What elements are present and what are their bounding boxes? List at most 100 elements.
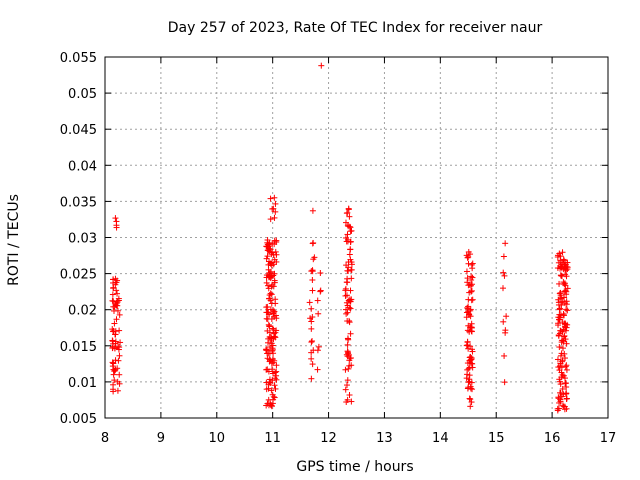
x-tick-label: 11 <box>264 431 281 446</box>
data-point <box>466 395 473 402</box>
y-tick-label: 0.055 <box>60 51 97 66</box>
data-point <box>467 282 474 289</box>
data-point <box>308 355 315 362</box>
data-point <box>344 341 351 348</box>
data-point <box>317 288 324 295</box>
data-point <box>561 264 568 271</box>
data-point <box>265 247 272 254</box>
data-point <box>315 310 322 317</box>
data-point <box>466 372 473 379</box>
x-tick-label: 17 <box>600 431 617 446</box>
data-point <box>559 357 566 364</box>
data-point <box>265 295 272 302</box>
data-point <box>555 364 562 371</box>
data-point <box>466 376 473 383</box>
data-point <box>556 399 563 406</box>
data-point <box>267 274 274 281</box>
data-point <box>500 318 507 325</box>
data-point <box>269 346 276 353</box>
x-tick-label: 16 <box>544 431 561 446</box>
y-axis-label: ROTI / TECUs <box>6 194 22 286</box>
data-point <box>270 393 277 400</box>
data-point <box>500 269 507 276</box>
data-point <box>343 351 350 358</box>
data-point <box>269 325 276 332</box>
data-point <box>469 386 476 393</box>
data-point <box>270 309 277 316</box>
x-tick-label: 14 <box>432 431 449 446</box>
data-point <box>344 396 351 403</box>
data-point <box>348 362 355 369</box>
data-point <box>110 371 117 378</box>
data-point <box>563 395 570 402</box>
data-point <box>463 342 470 349</box>
data-point <box>559 249 566 256</box>
data-point <box>114 307 121 314</box>
data-point <box>468 399 475 406</box>
data-point <box>465 248 472 255</box>
data-point <box>344 302 351 309</box>
data-point <box>467 313 474 320</box>
data-point <box>272 208 279 215</box>
y-tick-label: 0.04 <box>68 159 97 174</box>
data-point <box>266 243 273 250</box>
data-point <box>317 270 324 277</box>
data-point <box>273 368 280 375</box>
data-point <box>467 324 474 331</box>
data-point <box>467 403 474 410</box>
data-point <box>272 248 279 255</box>
data-point <box>267 195 274 202</box>
data-point <box>463 375 470 382</box>
data-point <box>556 311 563 318</box>
y-tick-labels: 0.005 0.01 0.015 0.02 0.025 0.03 0.035 0.04 0.04… <box>60 51 97 427</box>
data-point <box>113 302 120 309</box>
data-point <box>348 266 355 273</box>
data-point <box>499 285 506 292</box>
x-tick-label: 9 <box>157 431 165 446</box>
data-point <box>114 387 121 394</box>
data-point <box>273 315 280 322</box>
data-point <box>114 290 121 297</box>
data-point <box>113 316 120 323</box>
axis-ticks <box>104 56 609 419</box>
y-tick-label: 0.03 <box>68 232 97 247</box>
data-point <box>343 262 350 269</box>
data-point <box>271 214 278 221</box>
data-point <box>558 272 565 279</box>
data-point <box>309 267 316 274</box>
data-point <box>268 283 275 290</box>
data-point <box>561 375 568 382</box>
data-point <box>342 366 349 373</box>
data-point <box>342 287 349 294</box>
data-point <box>266 378 273 385</box>
data-point <box>110 360 117 367</box>
data-point <box>273 258 280 265</box>
data-point <box>265 266 272 273</box>
data-point <box>272 385 279 392</box>
data-point <box>468 297 475 304</box>
data-point <box>557 327 564 334</box>
data-point <box>308 349 315 356</box>
data-point <box>271 333 278 340</box>
data-point <box>264 316 271 323</box>
data-point <box>563 366 570 373</box>
data-point <box>465 296 472 303</box>
data-point <box>270 310 277 317</box>
data-point <box>314 347 321 354</box>
data-point <box>314 297 321 304</box>
data-point <box>560 256 567 263</box>
data-point <box>561 320 568 327</box>
data-point <box>562 287 569 294</box>
data-point <box>346 357 353 364</box>
chart-title: Day 257 of 2023, Rate Of TEC Index for r… <box>168 20 543 36</box>
data-point <box>562 261 569 268</box>
data-point <box>314 366 321 373</box>
data-point <box>347 224 354 231</box>
data-point <box>308 305 315 312</box>
data-point <box>111 377 118 384</box>
data-point <box>465 384 472 391</box>
data-point <box>555 314 562 321</box>
data-point <box>559 402 566 409</box>
data-point <box>347 330 354 337</box>
data-point <box>559 371 566 378</box>
